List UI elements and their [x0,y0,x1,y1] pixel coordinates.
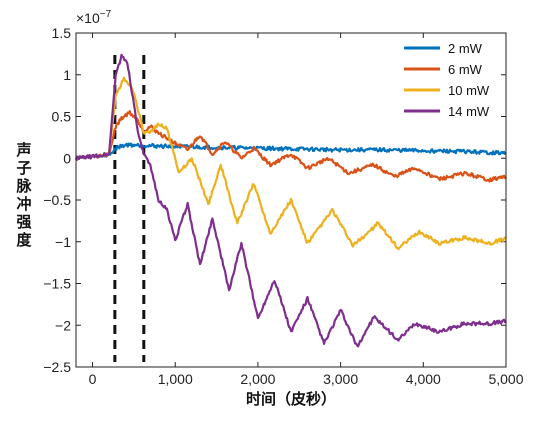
legend-label: 2 mW [448,41,483,56]
y-axis-label: 声子脉冲强度 [15,141,32,249]
x-tick-label: 0 [89,371,97,387]
x-tick-label: 4,000 [406,371,441,387]
y-tick-label: −1 [55,234,71,250]
x-tick-label: 5,000 [488,371,523,387]
annotation-lines [113,55,146,362]
y-tick-label: −2.5 [43,359,71,375]
series-lines [74,53,507,348]
x-tick-label: 3,000 [323,371,358,387]
axis-ticks: 0 1,000 2,000 3,000 4,000 5,000 −2.5 −2 −1.5 −1 −0… [43,25,523,387]
x-tick-label: 1,000 [158,371,193,387]
legend-label: 6 mW [448,62,483,77]
series-line-10-mw [74,76,507,251]
y-tick-label: 0 [63,150,71,166]
legend-label: 10 mW [448,83,490,98]
series-line-2-mw [75,142,507,161]
legend-label: 14 mW [448,104,490,119]
y-tick-label: 1 [63,67,71,83]
series-line-14-mw [74,53,507,348]
y-tick-label: 0.5 [52,109,72,125]
x-axis-label: 时间（皮秒） [246,390,336,408]
plot-frame [75,32,507,368]
y-tick-label: −2 [55,317,71,333]
series-line-6-mw [75,109,507,183]
x-tick-label: 2,000 [240,371,275,387]
legend: 2 mW 6 mW 10 mW 14 mW [404,41,490,119]
y-tick-label: −0.5 [43,192,71,208]
y-tick-label: −1.5 [43,276,71,292]
y-tick-label: 1.5 [52,25,72,41]
y-multiplier: ×10−7 [76,9,112,26]
